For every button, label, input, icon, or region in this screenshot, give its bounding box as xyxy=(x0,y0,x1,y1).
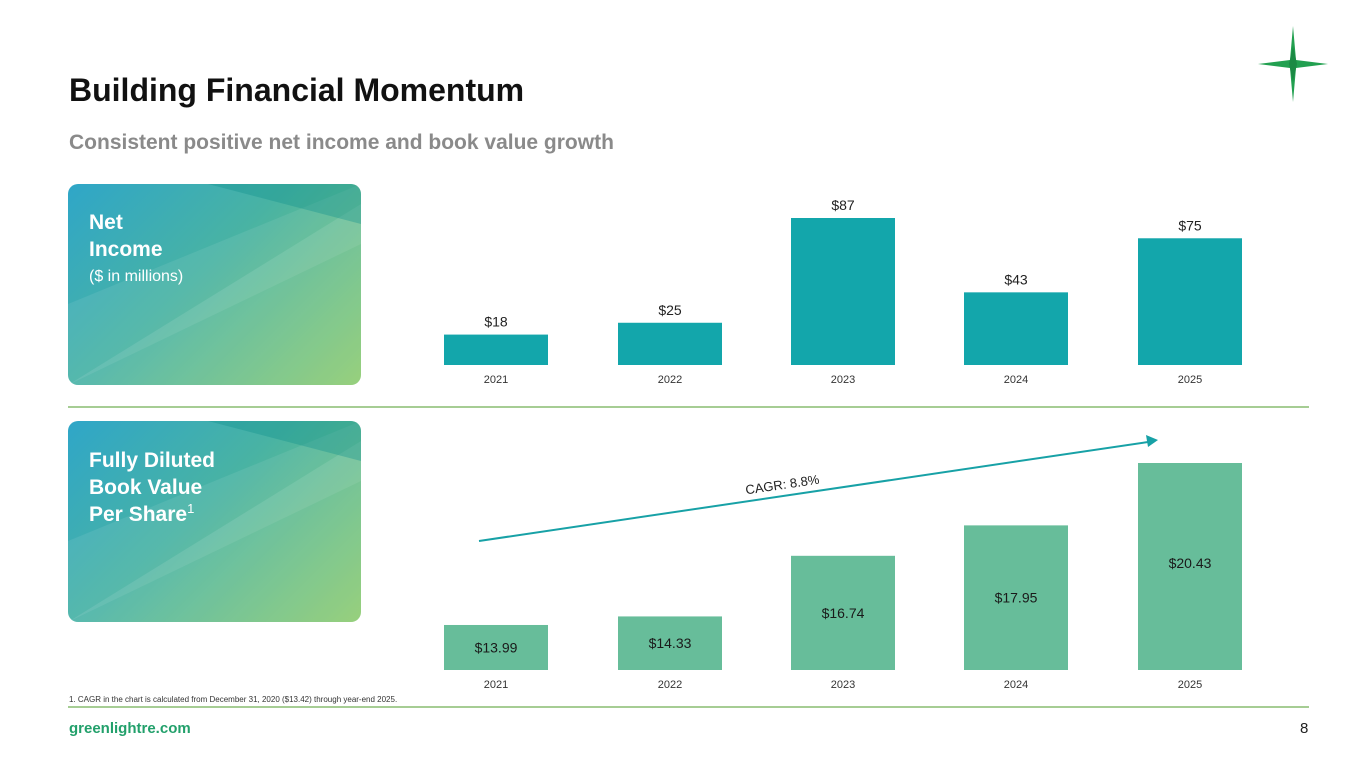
footer-divider xyxy=(68,706,1309,708)
bar-book-value-2023 xyxy=(791,555,895,670)
book-value-title-text: Per Share xyxy=(89,503,188,526)
book-value-title-line3: Per Share1 xyxy=(89,501,194,528)
page-subtitle: Consistent positive net income and book … xyxy=(69,131,614,154)
data-label-book-value-2023: $16.74 xyxy=(822,605,865,621)
data-label-net-income-2024: $43 xyxy=(1004,271,1028,287)
card-background-shapes xyxy=(68,421,361,622)
book-value-card: Fully Diluted Book Value Per Share1 xyxy=(68,421,361,622)
section-divider xyxy=(68,406,1309,408)
net-income-units: ($ in millions) xyxy=(89,268,184,285)
x-tick-label: 2021 xyxy=(484,679,508,691)
data-label-book-value-2021: $13.99 xyxy=(475,639,518,655)
net-income-title-line2: Income xyxy=(89,238,163,261)
footnote: 1. CAGR in the chart is calculated from … xyxy=(69,695,398,704)
cagr-arrowhead-icon xyxy=(1146,435,1158,447)
page-title: Building Financial Momentum xyxy=(69,72,525,108)
bar-net-income-2022 xyxy=(618,322,722,365)
data-label-net-income-2021: $18 xyxy=(484,314,508,330)
net-income-chart: $18 2021 $25 2022 $87 2023 $43 2024 $75 2025 xyxy=(444,197,1242,386)
bar-book-value-2022 xyxy=(618,616,722,670)
card-background-shapes xyxy=(68,184,361,385)
bar-book-value-2021 xyxy=(444,624,548,670)
x-tick-label: 2025 xyxy=(1178,679,1202,691)
footnote-marker: 1 xyxy=(187,501,195,516)
bar-book-value-2025 xyxy=(1138,463,1242,670)
bar-net-income-2023 xyxy=(791,218,895,365)
page-number: 8 xyxy=(1300,720,1309,737)
x-tick-label: 2025 xyxy=(1178,374,1202,386)
website-link[interactable]: greenlightre.com xyxy=(69,720,191,737)
x-tick-label: 2024 xyxy=(1004,679,1028,691)
x-tick-label: 2022 xyxy=(658,374,682,386)
book-value-title-line2: Book Value xyxy=(89,476,203,499)
data-label-net-income-2022: $25 xyxy=(658,302,682,318)
book-value-chart: $13.99 2021 $14.33 2022 $16.74 2023 $17.95 2024… xyxy=(444,435,1242,691)
x-tick-label: 2022 xyxy=(658,679,682,691)
cagr-annotation: CAGR: 8.8% xyxy=(744,472,820,498)
x-tick-label: 2021 xyxy=(484,374,508,386)
bar-net-income-2024 xyxy=(964,292,1068,365)
data-label-book-value-2025: $20.43 xyxy=(1169,555,1212,571)
bar-net-income-2021 xyxy=(444,334,548,365)
data-label-book-value-2022: $14.33 xyxy=(649,635,692,651)
data-label-net-income-2025: $75 xyxy=(1178,217,1202,233)
x-tick-label: 2024 xyxy=(1004,374,1028,386)
bar-net-income-2025 xyxy=(1138,238,1242,365)
cagr-trend-arrow xyxy=(478,441,1149,542)
bar-book-value-2024 xyxy=(964,525,1068,670)
x-tick-label: 2023 xyxy=(831,679,855,691)
book-value-title-line1: Fully Diluted xyxy=(89,449,215,472)
net-income-card: Net Income ($ in millions) xyxy=(68,184,361,385)
data-label-book-value-2024: $17.95 xyxy=(995,590,1038,606)
data-label-net-income-2023: $87 xyxy=(831,197,855,213)
x-tick-label: 2023 xyxy=(831,374,855,386)
star-logo-icon xyxy=(1258,26,1328,102)
net-income-title-line1: Net xyxy=(89,211,123,234)
